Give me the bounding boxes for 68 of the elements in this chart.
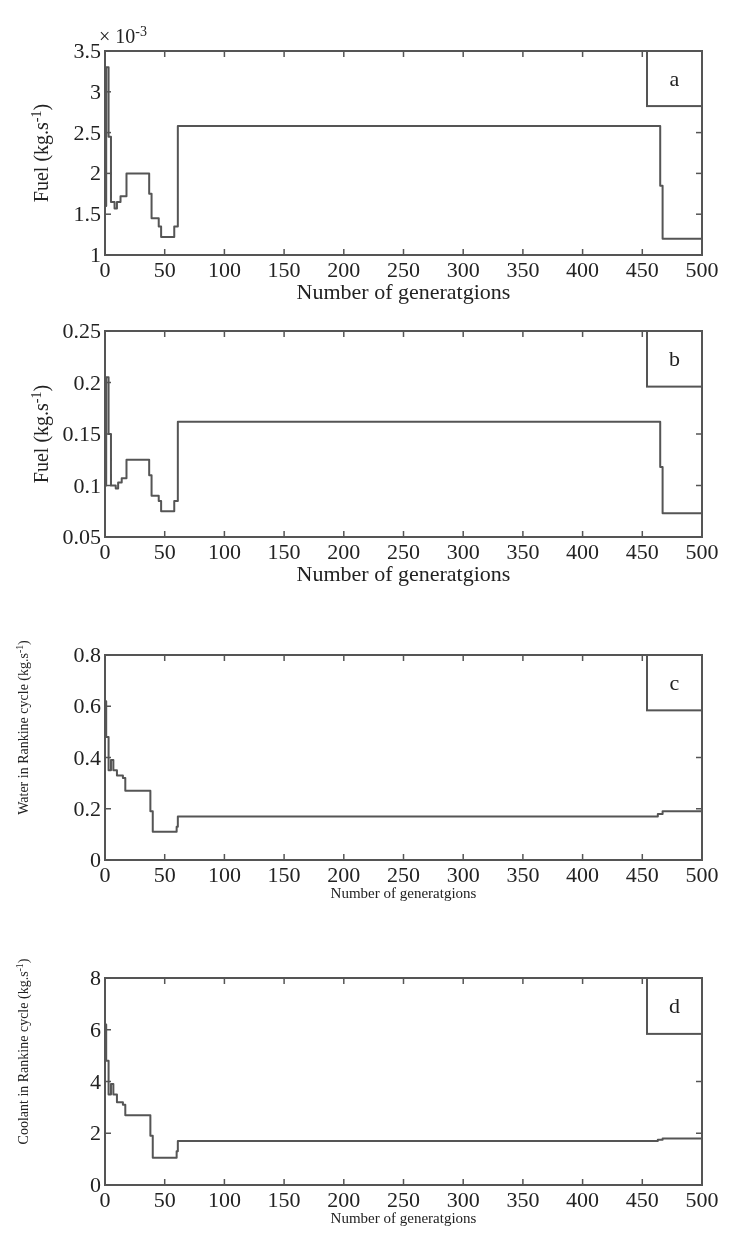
x-tick-label: 150 (267, 539, 301, 564)
x-tick-label: 300 (446, 1187, 480, 1212)
x-tick-label: 100 (207, 539, 241, 564)
x-tick-label: 200 (327, 257, 361, 282)
text: × 10$^{-3}$ (99, 23, 147, 47)
x-tick-label: 250 (387, 539, 420, 564)
x-tick-label: 400 (566, 1187, 600, 1212)
y-tick-label: 2 (90, 1120, 101, 1146)
x-tick-label: 200 (327, 1187, 361, 1212)
y-tick-label: 2.5 (73, 119, 101, 145)
y-tick-label: 8 (90, 965, 101, 990)
x-tick-label: 450 (625, 862, 659, 887)
y-tick-label: 0.2 (73, 369, 101, 395)
x-tick-label: 350 (506, 1187, 540, 1212)
y-tick-label: 6 (90, 1016, 101, 1042)
y-tick-label: 1 (90, 242, 101, 267)
x-axis-title: Number of generatgions (296, 561, 511, 586)
annotation: d (669, 992, 680, 1018)
x-tick-label: 250 (387, 862, 420, 887)
x-tick-label: 50 (153, 539, 176, 564)
x-tick-label: 450 (625, 257, 659, 282)
x-tick-label: 100 (207, 257, 241, 282)
x-axis-title: Number of generatgions (330, 885, 477, 901)
y-tick-label: 3.5 (73, 38, 101, 63)
x-tick-label: 250 (387, 257, 420, 282)
x-tick-label: 300 (446, 539, 480, 564)
x-tick-label: 150 (267, 257, 301, 282)
x-tick-label: 400 (566, 862, 600, 887)
x-tick-label: 300 (446, 862, 480, 887)
x-tick-label: 50 (153, 862, 176, 887)
x-tick-label: 200 (327, 862, 361, 887)
y-tick-label: 0.1 (73, 472, 101, 498)
x-tick-label: 150 (267, 1187, 301, 1212)
x-tick-label: 500 (685, 257, 719, 282)
y-tick-label: 4 (90, 1068, 101, 1094)
y-tick-label: 0.2 (73, 795, 101, 821)
x-tick-label: 500 (685, 1187, 719, 1212)
x-tick-label: 400 (566, 257, 600, 282)
x-tick-label: 350 (506, 862, 540, 887)
x-tick-label: 450 (625, 1187, 659, 1212)
x-tick-label: 200 (327, 539, 361, 564)
y-tick-label: 0.05 (62, 524, 101, 549)
x-axis-title: Number of generatgions (330, 1210, 477, 1226)
y-tick-label: 2 (90, 160, 101, 186)
x-tick-label: 450 (625, 539, 659, 564)
x-tick-label: 100 (207, 862, 241, 887)
y-tick-label: 1.5 (73, 201, 101, 227)
x-tick-label: 500 (685, 539, 719, 564)
x-tick-label: 300 (446, 257, 480, 282)
x-tick-label: 50 (153, 257, 176, 282)
x-tick-label: 150 (267, 862, 301, 887)
x-axis-title: Number of generatgions (296, 279, 511, 304)
x-tick-label: 350 (506, 257, 540, 282)
x-tick-label: 350 (506, 539, 540, 564)
annotation: b (669, 345, 680, 371)
y-tick-label: 3 (90, 78, 101, 104)
y-tick-label: 0.4 (73, 744, 101, 770)
x-tick-label: 50 (153, 1187, 176, 1212)
x-tick-label: 400 (566, 539, 600, 564)
x-tick-label: 250 (387, 1187, 420, 1212)
y-tick-label: 0.25 (62, 318, 101, 343)
annotation: a (669, 65, 680, 91)
annotation: c (669, 669, 680, 695)
y-tick-label: 0.8 (73, 642, 101, 667)
x-tick-label: 100 (207, 1187, 241, 1212)
y-tick-label: 0.15 (62, 421, 101, 446)
x-tick-label: 500 (685, 862, 719, 887)
y-tick-label: 0.6 (73, 693, 101, 719)
